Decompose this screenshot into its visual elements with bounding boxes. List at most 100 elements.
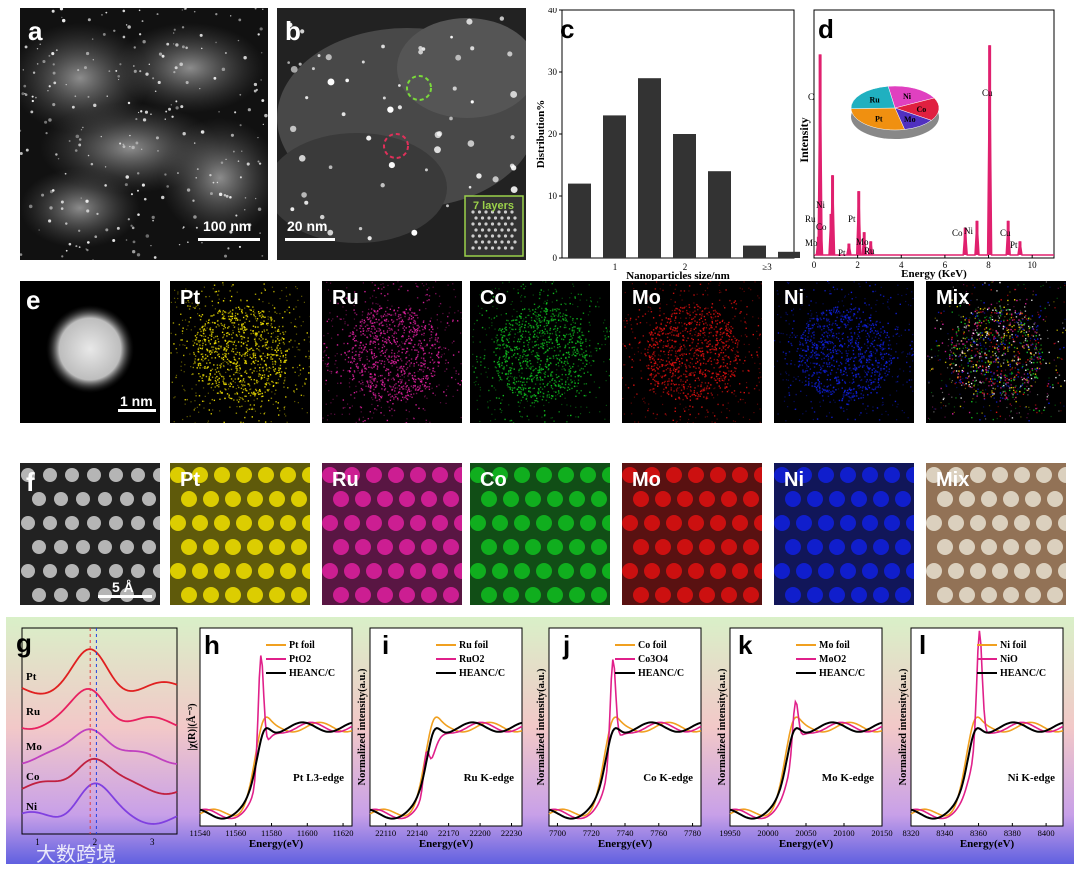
map-pixel [195, 395, 197, 397]
map-pixel [694, 387, 696, 389]
map-noise-pixel [177, 291, 179, 293]
map-pixel [556, 299, 558, 302]
map-pixel [246, 354, 249, 357]
nanoparticle-dot [101, 14, 103, 16]
map-pixel [537, 391, 539, 393]
map-pixel [220, 322, 222, 325]
map-pixel [413, 331, 416, 334]
inset-atom [500, 228, 504, 232]
map-pixel [627, 387, 630, 389]
map-pixel [525, 316, 527, 319]
map-pixel [226, 393, 229, 395]
map-pixel [507, 319, 509, 322]
map-pixel [628, 356, 631, 358]
map-pixel [498, 358, 501, 360]
map-pixel [682, 386, 685, 388]
map-pixel [725, 354, 727, 357]
map-pixel [556, 358, 559, 360]
map-pixel [484, 366, 486, 369]
map-pixel [679, 354, 681, 357]
map-pixel [201, 380, 204, 382]
nanoparticle-dot [140, 110, 143, 113]
map-pixel [391, 335, 394, 337]
map-pixel [204, 335, 207, 338]
map-noise-pixel [670, 298, 672, 301]
nanoparticle-dot [127, 101, 131, 105]
map-pixel [717, 373, 719, 375]
inset-atom [510, 246, 514, 250]
map-pixel [375, 361, 377, 363]
map-pixel [695, 313, 697, 316]
map-pixel [674, 312, 676, 315]
map-pixel [672, 375, 674, 377]
map-pixel [570, 379, 572, 381]
map-pixel [355, 339, 358, 342]
map-pixel [260, 395, 263, 398]
map-pixel [198, 380, 200, 382]
map-pixel [428, 352, 430, 354]
map-noise-pixel [250, 388, 252, 390]
map-pixel [698, 359, 701, 361]
map-noise-pixel [502, 282, 504, 284]
map-pixel [541, 398, 544, 401]
map-noise-pixel [182, 418, 184, 421]
map-pixel [258, 298, 260, 301]
map-pixel [248, 383, 250, 385]
map-noise-pixel [252, 370, 255, 372]
map-pixel [276, 330, 279, 332]
map-pixel [283, 337, 285, 340]
map-pixel [391, 365, 393, 367]
map-noise-pixel [344, 406, 346, 409]
map-pixel [695, 345, 698, 347]
map-pixel [686, 331, 689, 333]
map-noise-pixel [194, 407, 196, 409]
map-pixel [209, 327, 212, 329]
map-pixel [719, 333, 721, 336]
map-pixel [683, 323, 686, 325]
map-noise-pixel [491, 322, 493, 324]
nanoparticle-dot [157, 150, 159, 152]
map-noise-pixel [694, 347, 696, 349]
map-pixel [270, 356, 272, 358]
map-pixel [371, 378, 373, 380]
nanoparticle-dot [173, 28, 176, 31]
map-pixel [198, 362, 201, 365]
map-noise-pixel [500, 411, 502, 414]
map-pixel [495, 315, 498, 317]
map-pixel [429, 356, 432, 359]
map-noise-pixel [519, 402, 521, 404]
map-pixel [445, 394, 448, 397]
map-pixel [308, 372, 310, 374]
map-pixel [500, 333, 502, 336]
nanoparticle-dot [78, 229, 81, 232]
map-pixel [670, 370, 672, 372]
map-pixel [706, 397, 709, 400]
map-noise-pixel [246, 352, 249, 354]
map-pixel [201, 335, 203, 337]
map-noise-pixel [375, 303, 377, 305]
map-pixel [245, 318, 248, 320]
map-pixel [369, 386, 371, 389]
map-noise-pixel [622, 397, 624, 400]
map-noise-pixel [297, 402, 299, 404]
map-pixel [693, 391, 695, 394]
map-pixel [535, 374, 537, 377]
nanoparticle-dot [145, 72, 149, 76]
map-pixel [430, 336, 433, 339]
map-noise-pixel [263, 288, 266, 290]
inset-atom [480, 216, 485, 220]
map-pixel [380, 307, 382, 309]
map-pixel [243, 381, 246, 383]
map-pixel [393, 362, 395, 365]
map-pixel [402, 327, 404, 329]
map-pixel [294, 384, 297, 386]
map-pixel [283, 333, 285, 335]
map-noise-pixel [527, 346, 530, 348]
map-pixel [518, 369, 520, 371]
map-pixel [410, 318, 413, 320]
map-pixel [703, 396, 705, 398]
map-noise-pixel [586, 406, 588, 408]
map-pixel [273, 369, 275, 371]
map-pixel [290, 339, 292, 341]
map-pixel [696, 348, 699, 351]
